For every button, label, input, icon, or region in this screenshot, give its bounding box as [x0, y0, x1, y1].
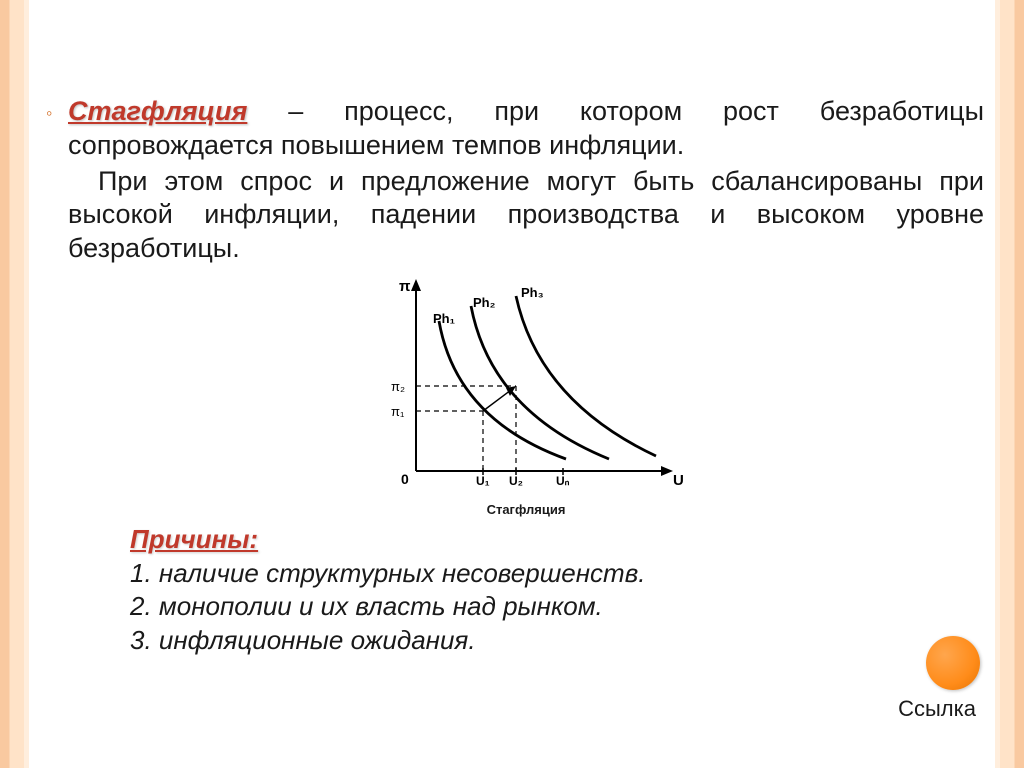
x-tick-un: Uₙ	[556, 474, 570, 488]
origin-label: 0	[401, 471, 409, 487]
reason-item-2: 2. монополии и их власть над рынком.	[130, 590, 984, 624]
chart-caption: Стагфляция	[68, 502, 984, 517]
slide-border-right	[1000, 0, 1024, 768]
reason-item-3: 3. инфляционные ожидания.	[130, 624, 984, 658]
x-axis-label: U	[673, 472, 684, 489]
explanation-paragraph: При этом спрос и предложение могут быть …	[68, 165, 984, 266]
chart-block: π U π₂ π₁ 0 U₁ U₂ Uₙ	[68, 271, 984, 517]
bullet-icon: ◦	[46, 103, 52, 124]
link-label[interactable]: Ссылка	[898, 696, 976, 722]
decorative-circle-icon	[926, 636, 980, 690]
slide-inner-border-left	[24, 0, 29, 768]
y-axis-label: π	[399, 278, 411, 295]
slide-inner-border-right	[995, 0, 1000, 768]
curve-label-ph3: Ph₃	[521, 285, 544, 300]
x-tick-u2: U₂	[509, 474, 523, 488]
reasons-block: Причины: 1. наличие структурных несоверш…	[130, 523, 984, 658]
x-tick-u1: U₁	[476, 474, 490, 488]
slide-border-left	[0, 0, 24, 768]
phillips-curves-chart: π U π₂ π₁ 0 U₁ U₂ Uₙ	[361, 271, 691, 501]
slide-content: ◦ Стагфляция – процесс, при котором рост…	[40, 95, 984, 658]
term-stagflation: Стагфляция	[68, 96, 247, 126]
reasons-title: Причины:	[130, 523, 984, 557]
y-tick-pi2: π₂	[391, 379, 405, 394]
reason-item-1: 1. наличие структурных несовершенств.	[130, 557, 984, 591]
definition-paragraph: Стагфляция – процесс, при котором рост б…	[68, 95, 984, 163]
y-tick-pi1: π₁	[391, 404, 405, 419]
curve-label-ph2: Ph₂	[473, 295, 496, 310]
curve-label-ph1: Ph₁	[433, 311, 455, 326]
